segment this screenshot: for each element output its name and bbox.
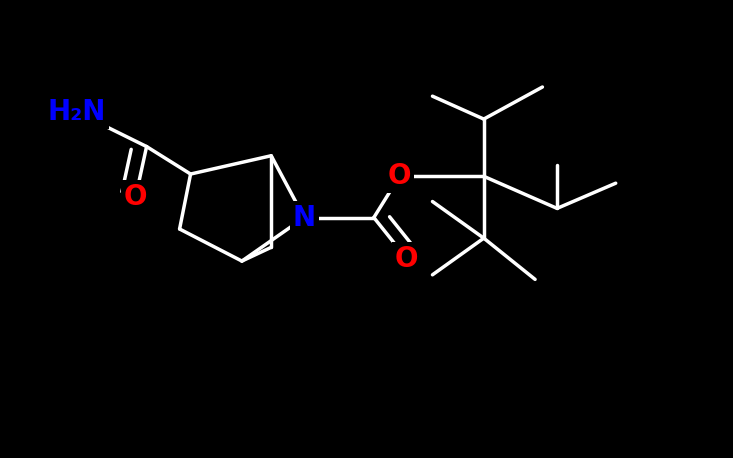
Text: N: N (292, 203, 316, 232)
Text: O: O (388, 162, 411, 191)
Text: H₂N: H₂N (48, 98, 106, 126)
Text: O: O (395, 245, 419, 273)
Text: O: O (124, 183, 147, 211)
